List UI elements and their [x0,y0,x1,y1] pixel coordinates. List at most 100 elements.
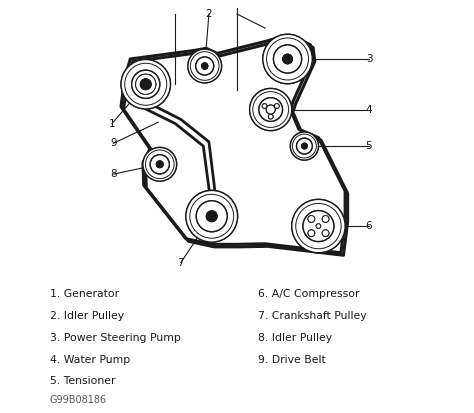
Text: 3: 3 [365,54,372,64]
Circle shape [190,194,234,238]
Circle shape [140,78,151,90]
Circle shape [132,70,160,98]
Circle shape [308,216,315,222]
Circle shape [303,211,334,242]
Circle shape [146,150,174,178]
Text: 1. Generator: 1. Generator [50,290,119,299]
Circle shape [143,147,177,181]
Circle shape [259,98,283,121]
Circle shape [292,199,345,253]
Circle shape [150,155,169,174]
Circle shape [263,34,312,84]
Circle shape [186,190,237,242]
Circle shape [262,104,267,108]
Circle shape [139,88,145,93]
Circle shape [274,104,279,108]
Circle shape [136,82,140,87]
Circle shape [196,57,214,75]
Circle shape [196,57,214,75]
Circle shape [274,104,279,108]
Circle shape [191,52,219,80]
Text: 9. Drive Belt: 9. Drive Belt [258,355,326,365]
Circle shape [125,63,167,105]
Circle shape [136,74,156,94]
Circle shape [296,203,341,249]
Circle shape [156,161,164,168]
Circle shape [301,143,308,149]
Circle shape [308,230,315,237]
Text: 9: 9 [110,138,117,148]
Circle shape [292,134,316,158]
Circle shape [196,201,227,232]
Circle shape [283,54,292,64]
Circle shape [147,88,152,93]
Circle shape [322,230,329,237]
Text: 5. Tensioner: 5. Tensioner [50,377,115,387]
Circle shape [308,230,315,237]
Circle shape [196,201,227,232]
Circle shape [322,230,329,237]
Circle shape [266,105,275,114]
Circle shape [136,74,156,94]
Circle shape [253,92,289,128]
Circle shape [201,63,208,69]
Circle shape [297,138,312,154]
Circle shape [266,38,309,80]
Circle shape [140,78,151,90]
Circle shape [188,49,221,83]
Text: 2: 2 [206,9,212,19]
Circle shape [301,143,308,149]
Circle shape [291,132,319,160]
Circle shape [147,75,152,80]
Text: 6. A/C Compressor: 6. A/C Compressor [258,290,360,299]
Text: 1: 1 [109,119,115,128]
Text: 8: 8 [110,169,117,179]
Circle shape [316,224,321,228]
Text: 4. Water Pump: 4. Water Pump [50,355,130,365]
Text: 7. Crankshaft Pulley: 7. Crankshaft Pulley [258,311,367,321]
Circle shape [151,82,156,87]
Circle shape [186,190,237,242]
Circle shape [263,34,312,84]
Circle shape [297,138,312,154]
Circle shape [121,59,171,109]
Circle shape [188,49,221,83]
Circle shape [268,114,273,119]
Circle shape [316,224,321,228]
Text: G99B08186: G99B08186 [50,394,107,405]
Circle shape [190,194,234,238]
Circle shape [266,38,309,80]
Circle shape [292,134,316,158]
Circle shape [250,88,292,131]
Text: 6: 6 [365,221,372,231]
Text: 3. Power Steering Pump: 3. Power Steering Pump [50,333,181,343]
Circle shape [191,52,219,80]
Circle shape [292,199,345,253]
Circle shape [139,88,145,93]
Circle shape [121,59,171,109]
Circle shape [266,105,275,114]
Text: 2. Idler Pulley: 2. Idler Pulley [50,311,124,321]
Circle shape [132,70,160,98]
Circle shape [150,155,169,174]
Circle shape [201,63,208,69]
Circle shape [296,203,341,249]
Circle shape [291,132,319,160]
Circle shape [151,82,156,87]
Circle shape [206,211,218,222]
Circle shape [125,63,167,105]
Circle shape [140,78,151,90]
Circle shape [136,82,140,87]
Circle shape [303,211,334,242]
Circle shape [139,75,145,80]
Circle shape [206,211,218,222]
Circle shape [308,216,315,222]
Text: 8. Idler Pulley: 8. Idler Pulley [258,333,332,343]
Circle shape [143,147,177,181]
Circle shape [147,75,152,80]
Circle shape [283,54,292,64]
Text: 4: 4 [365,104,372,114]
Circle shape [156,161,164,168]
Circle shape [250,88,292,131]
Circle shape [253,92,289,128]
